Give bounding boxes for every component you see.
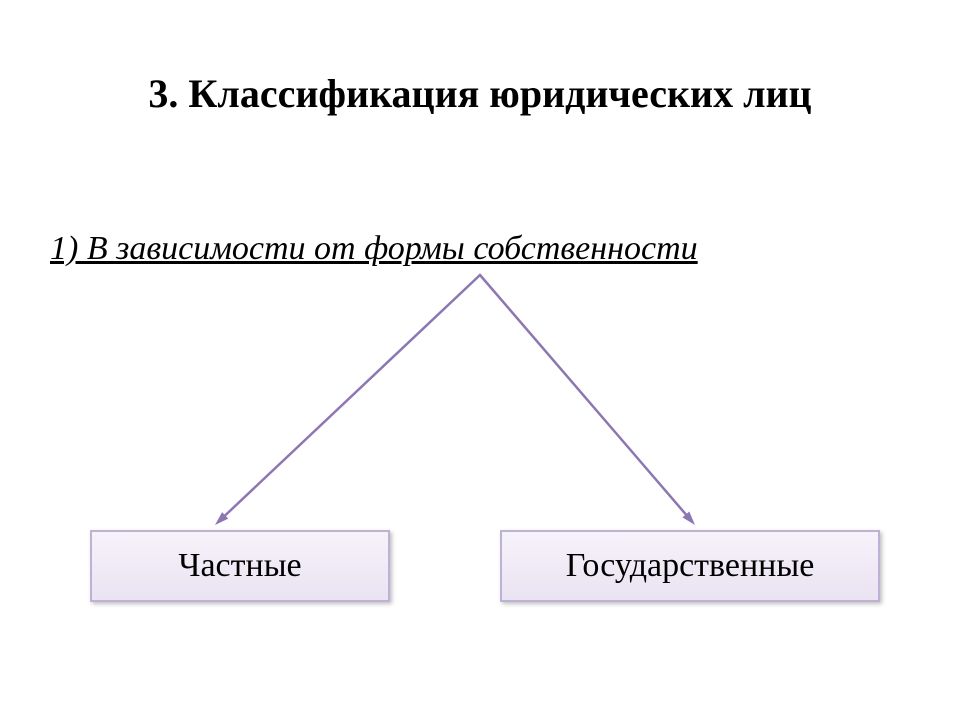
node-box-1: Государственные — [500, 530, 880, 602]
connector-line-1 — [480, 275, 686, 514]
node-box-0: Частные — [90, 530, 390, 602]
connector-arrowhead-0 — [215, 512, 228, 525]
slide-title: 3. Классификация юридических лиц — [0, 70, 960, 117]
slide-subtitle: 1) В зависимости от формы собственности — [50, 230, 698, 268]
connector-line-0 — [225, 275, 480, 515]
slide-stage: 3. Классификация юридических лиц 1) В за… — [0, 0, 960, 720]
node-label: Частные — [178, 547, 301, 585]
connector-arrowhead-1 — [682, 511, 695, 525]
node-label: Государственные — [566, 547, 815, 585]
